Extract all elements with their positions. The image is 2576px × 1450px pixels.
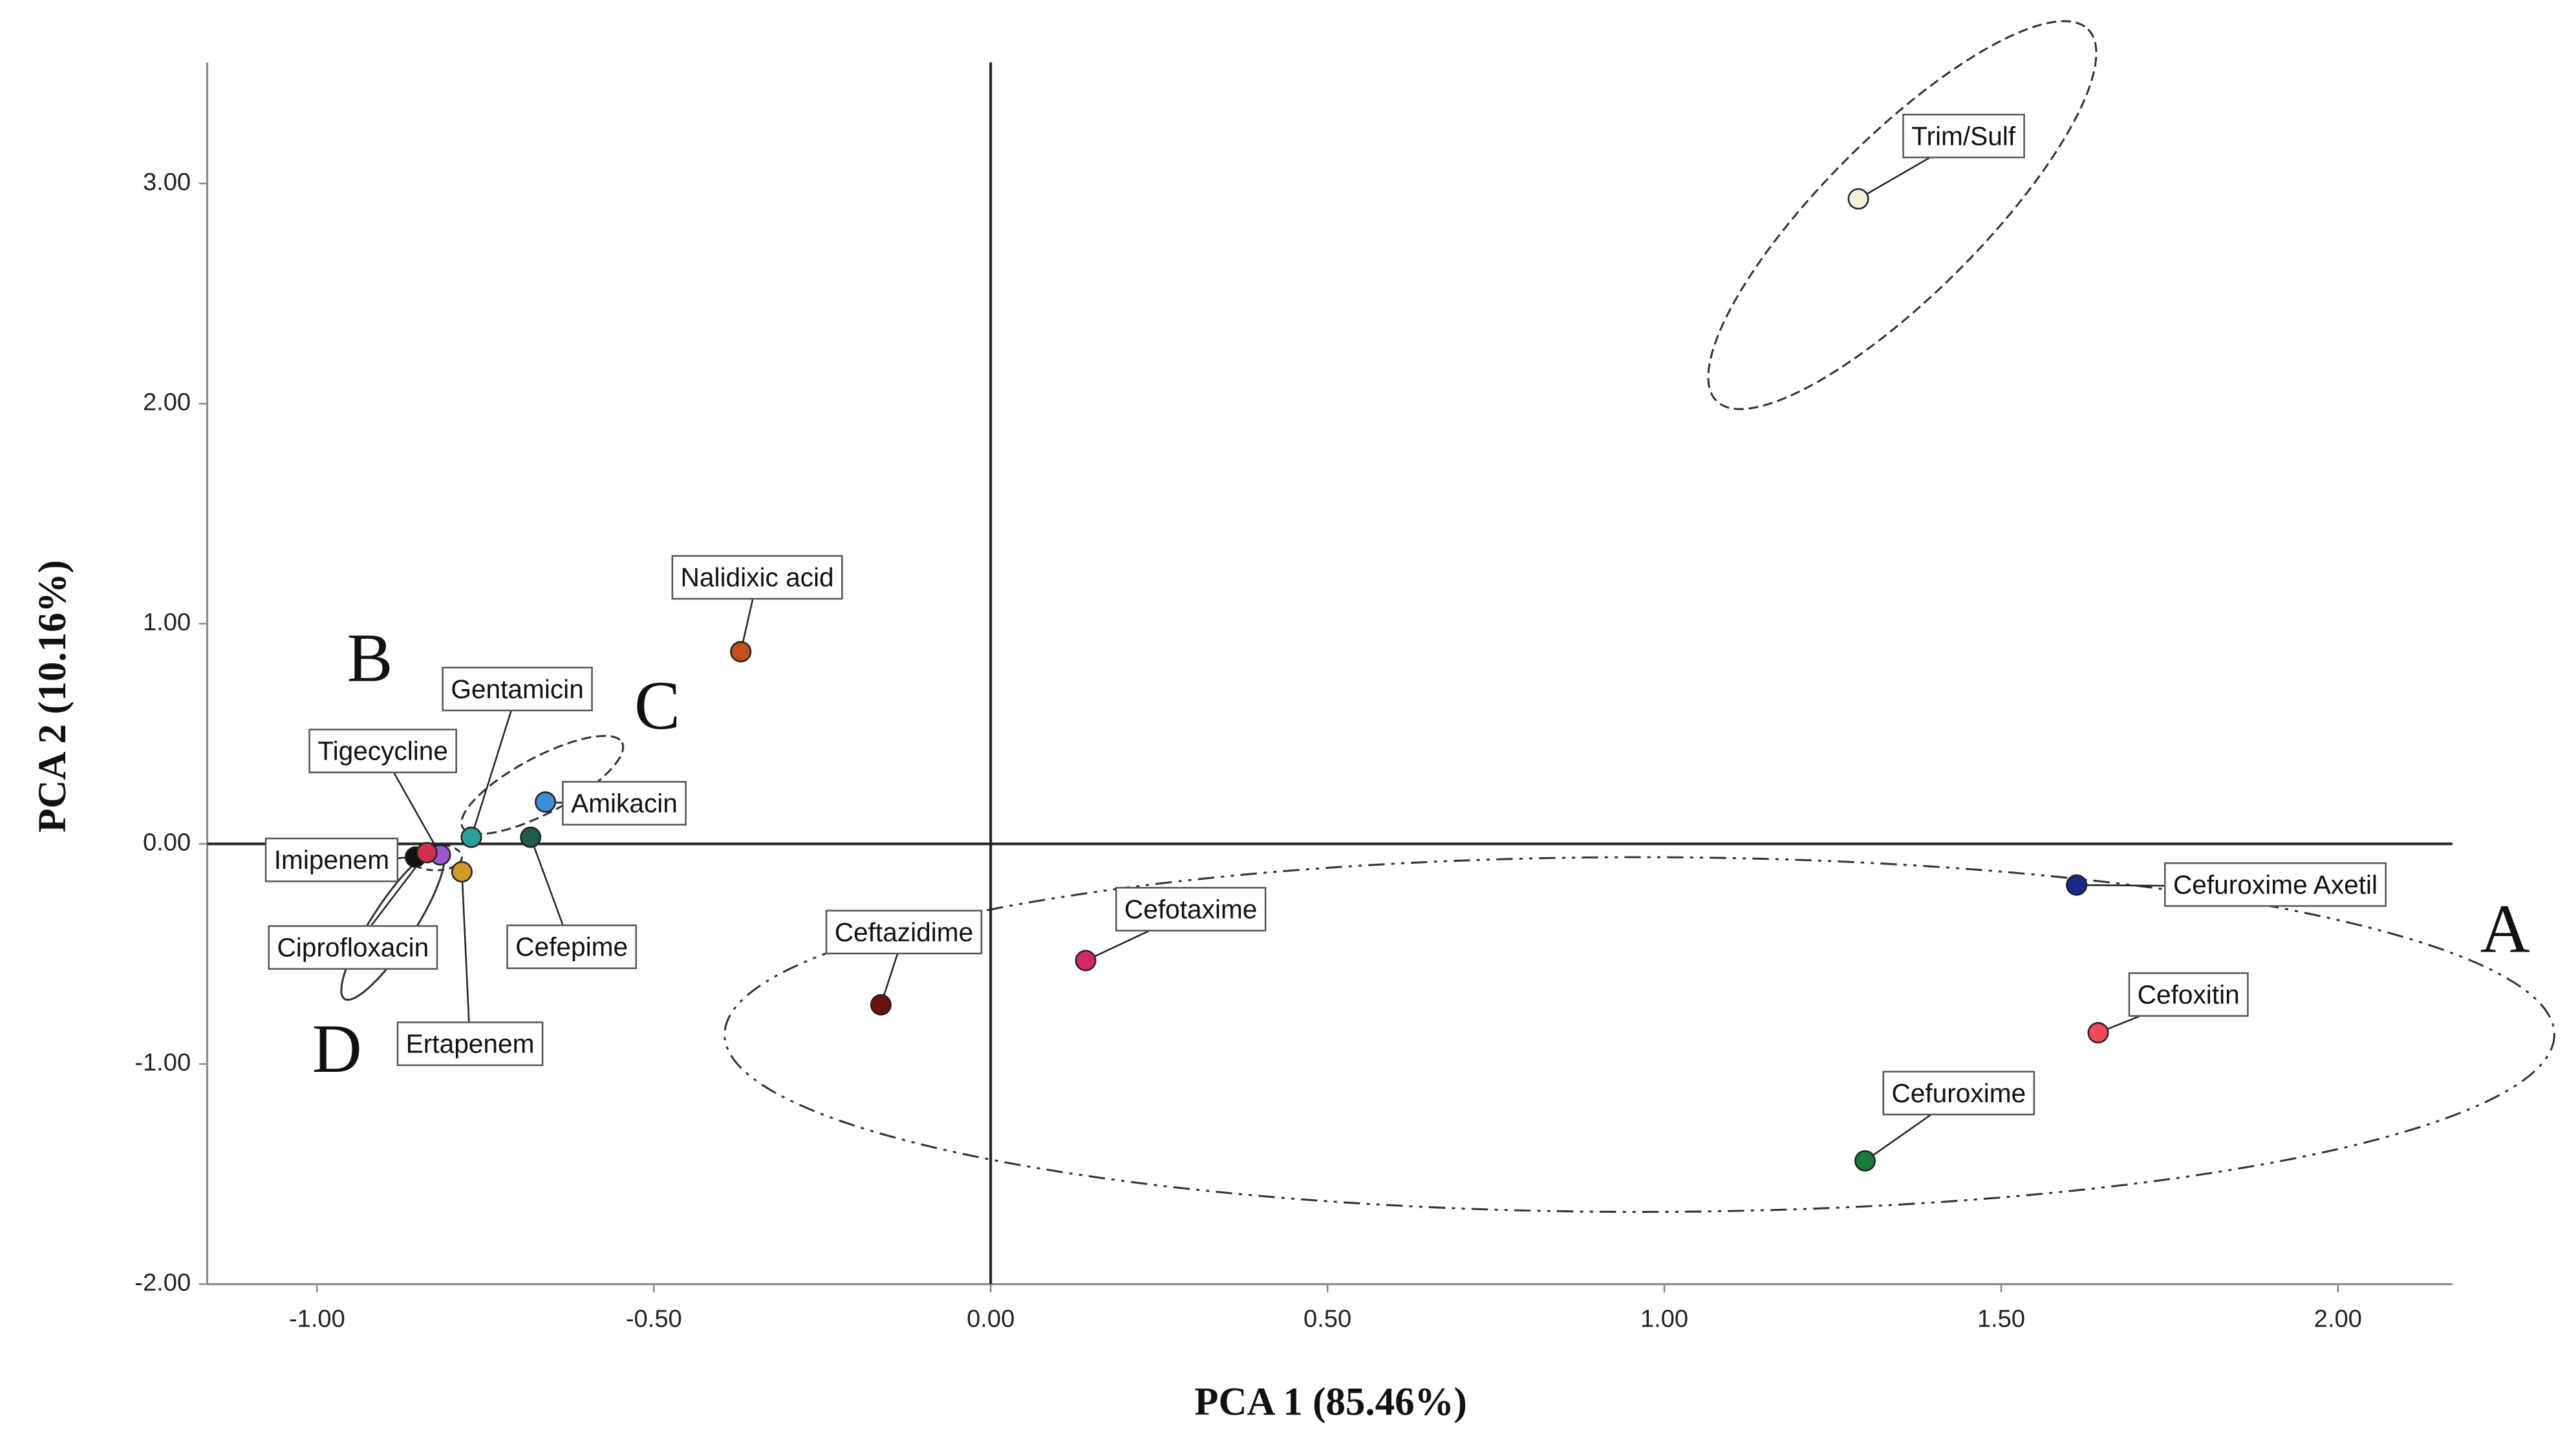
x-tick-label: -0.50 [626,1305,682,1332]
cluster-ellipse [724,856,2556,1213]
label-box [396,1021,544,1067]
point-label: Cefepime [515,932,628,962]
label-box [1115,886,1267,932]
point [460,826,482,848]
point [1854,1150,1876,1172]
label-box [268,925,438,970]
cluster-ellipse [1707,20,2098,410]
point [2066,874,2088,896]
label-box [506,924,638,970]
label-box [264,837,399,882]
label-box [442,666,593,712]
label-box [562,781,687,826]
leader-line [470,690,519,838]
point-label: Amikacin [571,789,678,818]
cluster-letter: B [347,620,392,696]
point-label: Cefoxitin [2138,979,2240,1009]
y-tick-label: 0.00 [143,829,191,856]
x-tick-label: 2.00 [2314,1305,2362,1332]
y-tick-label: -1.00 [134,1049,191,1076]
point [870,994,892,1016]
label-box [1882,1071,2035,1116]
x-tick-label: 0.50 [1304,1305,1351,1332]
point [451,861,473,883]
point-label: Ciprofloxacin [277,933,429,963]
point [2087,1022,2109,1044]
y-tick-label: -2.00 [134,1270,191,1297]
point-label: Ceftazidime [835,917,974,947]
point-label: Nalidixic acid [681,562,834,592]
label-box [2164,862,2387,907]
x-tick-label: 1.50 [1977,1305,2025,1332]
point-label: Gentamicin [451,674,583,704]
point [1847,188,1869,210]
point [730,641,752,663]
point-label: Cefuroxime Axetil [2173,869,2377,899]
point [416,842,438,864]
point-label: Ertapenem [406,1029,535,1059]
x-tick-label: 0.00 [967,1305,1014,1332]
label-box [2128,972,2249,1017]
label-box [825,910,983,955]
point-label: Cefuroxime [1891,1078,2026,1108]
cluster-ellipses [340,20,2556,1213]
x-axis-title: PCA 1 (85.46%) [1194,1380,1467,1423]
leader-line [461,871,471,1046]
point [520,826,542,848]
cluster-letter: A [2480,891,2530,967]
y-tick-label: 1.00 [143,609,191,636]
cluster-letter: D [312,1011,362,1087]
label-box [1902,113,2025,158]
label-box [308,729,457,774]
point-labels: Trim/Sulf Nalidixic acid Gentamicin Amikaci… [264,113,2387,1162]
point-label: Cefotaxime [1124,894,1257,924]
x-tick-label: -1.00 [289,1305,345,1332]
point [535,791,557,813]
y-axis-title: PCA 2 (10.16%) [31,560,74,833]
point-label: Imipenem [274,845,389,875]
point [1075,950,1097,972]
point-label: Tigecycline [317,736,448,766]
y-tick-label: 3.00 [143,169,191,196]
cluster-letter: C [634,668,680,744]
point-label: Trim/Sulf [1911,121,2016,151]
label-box [671,555,843,600]
y-tick-label: 2.00 [143,389,191,416]
x-tick-label: 1.00 [1640,1305,1688,1332]
